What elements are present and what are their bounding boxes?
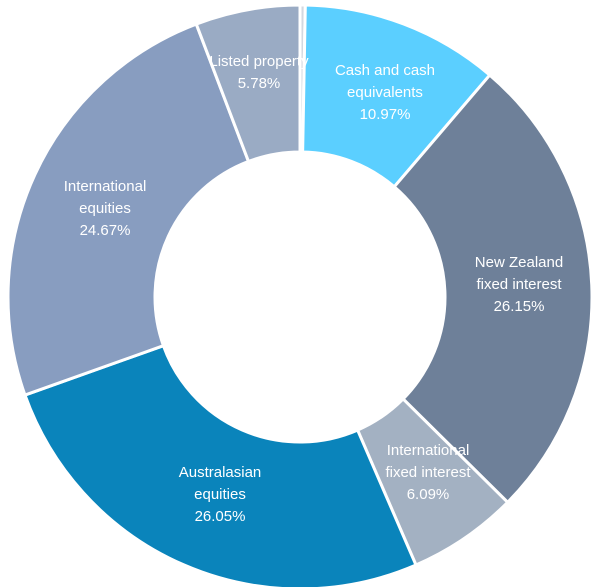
label-international-equities: International equities 24.67%	[64, 178, 147, 239]
slice-australasian-equities	[23, 343, 418, 587]
label-australasian-equities: Australasian equities 26.05%	[179, 464, 262, 525]
label-cash-and-cash-equivalents: Cash and cash equivalents 10.97%	[335, 62, 435, 123]
label-international-fixed-interest: International fixed interest 6.09%	[385, 442, 471, 503]
label-new-zealand-fixed-interest: New Zealand fixed interest 26.15%	[475, 254, 563, 315]
slice-new-zealand-fixed-interest	[392, 72, 594, 505]
slice-international-equities	[6, 22, 251, 397]
slice-listed-property	[194, 3, 302, 164]
slice-cash-and-cash-equivalents	[301, 3, 492, 189]
label-listed-property: Listed property 5.78%	[209, 53, 309, 92]
donut-slices	[6, 3, 594, 587]
donut-labels: Cash and cash equivalents 10.97% New Zealan…	[64, 53, 563, 525]
